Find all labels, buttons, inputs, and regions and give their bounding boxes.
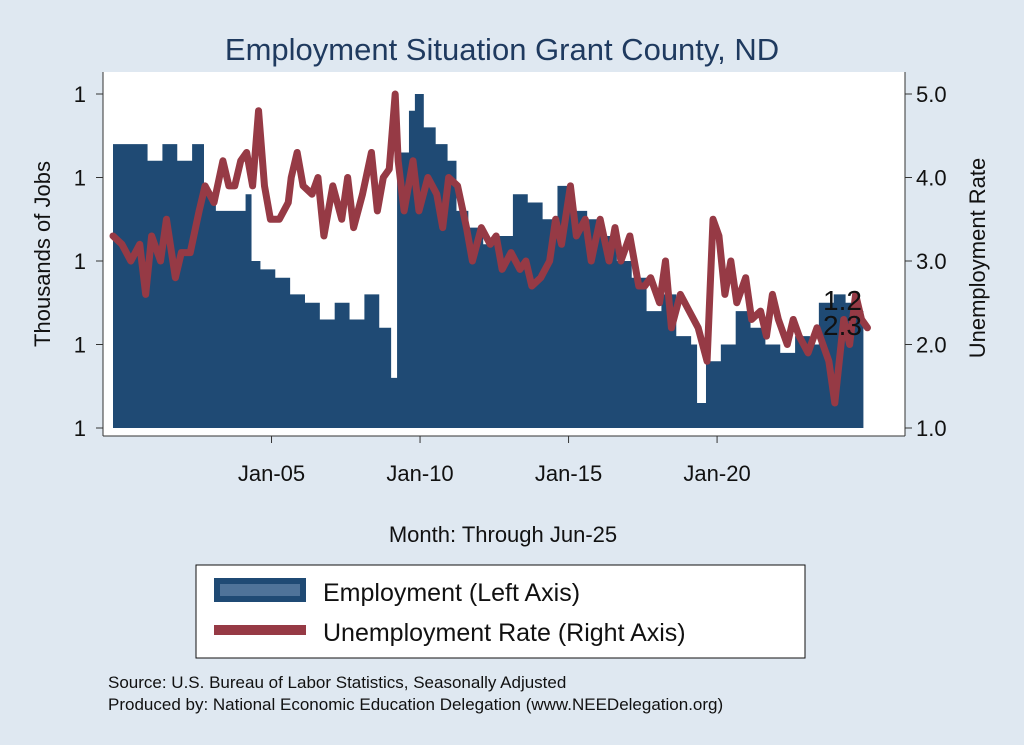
left-tick-label: 1 xyxy=(74,416,86,441)
right-tick-label: 1.0 xyxy=(916,416,947,441)
left-tick-label: 1 xyxy=(74,166,86,191)
x-tick-label: Jan-10 xyxy=(386,461,453,486)
x-tick-label: Jan-20 xyxy=(683,461,750,486)
unemployment-series xyxy=(109,90,871,407)
right-tick-label: 5.0 xyxy=(916,82,947,107)
employment-area xyxy=(113,94,864,428)
left-tick-label: 1 xyxy=(74,249,86,274)
right-tick-label: 2.0 xyxy=(916,333,947,358)
legend: Employment (Left Axis) Unemployment Rate… xyxy=(195,564,806,659)
right-tick-label: 4.0 xyxy=(916,166,947,191)
left-tick-label: 1 xyxy=(74,82,86,107)
left-axis-ticks: 1 1 1 1 1 xyxy=(74,82,103,441)
x-axis-ticks: Jan-05 Jan-10 Jan-15 Jan-20 xyxy=(238,436,751,486)
legend-swatch-unemployment xyxy=(214,625,306,635)
x-axis-title: Month: Through Jun-25 xyxy=(389,522,617,547)
legend-label-employment: Employment (Left Axis) xyxy=(323,579,580,607)
x-tick-label: Jan-15 xyxy=(535,461,602,486)
right-axis-ticks: 1.0 2.0 3.0 4.0 5.0 xyxy=(905,82,947,441)
x-tick-label: Jan-05 xyxy=(238,461,305,486)
y-left-axis-title: Thousands of Jobs xyxy=(30,161,55,347)
right-tick-label: 3.0 xyxy=(916,249,947,274)
unemployment-end-label: 2.3 xyxy=(823,310,862,341)
source-note: Source: U.S. Bureau of Labor Statistics,… xyxy=(108,673,566,692)
employment-series xyxy=(113,94,864,428)
legend-swatch-employment-inner xyxy=(220,584,300,596)
chart-title: Employment Situation Grant County, ND xyxy=(225,32,779,67)
legend-label-unemployment: Unemployment Rate (Right Axis) xyxy=(323,619,686,647)
employment-end-label: 1.2 xyxy=(823,285,862,316)
y-right-axis-title: Unemployment Rate xyxy=(965,158,990,359)
left-tick-label: 1 xyxy=(74,333,86,358)
producer-note: Produced by: National Economic Education… xyxy=(108,695,723,714)
